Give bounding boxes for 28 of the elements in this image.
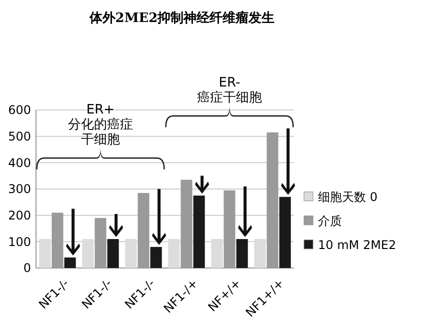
bar	[125, 239, 137, 268]
y-tick-label: 600	[8, 103, 31, 118]
legend-label: 介质	[318, 214, 342, 228]
y-tick-label: 300	[8, 182, 31, 196]
y-tick-label: 100	[8, 234, 31, 249]
bar	[193, 196, 205, 268]
annotation: 分化的癌症	[68, 117, 133, 132]
text: ER-	[218, 75, 241, 90]
chart-title: 体外2ME2抑制神经纤维瘤发生	[88, 10, 275, 26]
bar	[168, 239, 180, 268]
bar	[279, 196, 291, 268]
y-tick-label: 0	[23, 261, 31, 276]
bar	[82, 239, 94, 268]
bar	[211, 239, 223, 268]
legend-label: 细胞天数 0	[318, 190, 378, 204]
bar	[150, 246, 162, 268]
y-tick-label: 500	[8, 130, 31, 144]
bar	[39, 239, 51, 268]
bar	[254, 239, 266, 268]
annotation: 干细胞	[81, 132, 120, 148]
bar	[64, 257, 76, 268]
bar	[236, 239, 248, 268]
legend-label: 10 mM 2ME2	[318, 238, 396, 252]
bar	[107, 239, 119, 268]
y-tick-label: 400	[8, 156, 31, 170]
annotation: ER+	[86, 102, 115, 118]
text: 癌症干细胞	[197, 90, 262, 106]
y-tick-label: 200	[8, 208, 31, 223]
